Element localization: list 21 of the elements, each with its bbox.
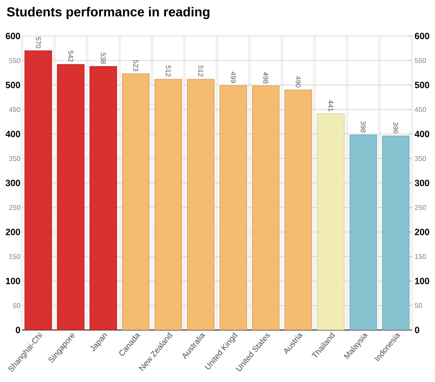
y-tick-label: 200 [6,228,20,236]
y-tick-label: 100 [6,278,20,284]
y-tick-label: 600 [6,32,20,40]
y2-tick-label: 600 [414,32,430,40]
y-tick-label: 500 [6,82,20,88]
y2-tick-label: 200 [414,228,430,236]
y2-tick-label: 0 [414,326,420,334]
bar [252,86,280,330]
bar [24,50,52,330]
y-tick-label: 300 [6,180,20,186]
y2-tick-label: 100 [415,278,430,284]
bar [284,90,312,330]
y2-tick-label: 400 [414,130,430,138]
bar [349,134,378,330]
y2-tick-label: 300 [414,180,430,186]
y2-tick-label: 500 [414,82,430,88]
y-tick-label: 0 [16,326,20,334]
bar [186,78,215,330]
chart-title: Students performance in reading [6,6,210,20]
y-tick-label: 400 [6,130,20,138]
bar [122,73,150,330]
